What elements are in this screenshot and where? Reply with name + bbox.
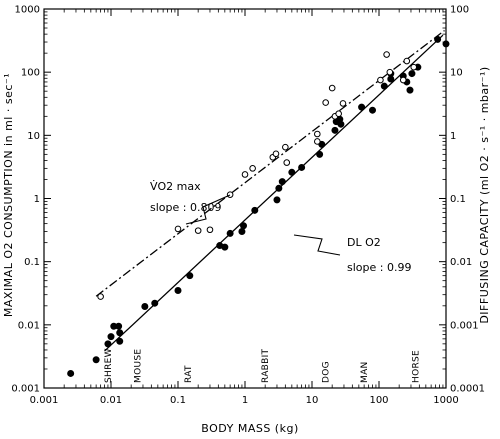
vo2max-point — [241, 171, 249, 178]
vo2max-point — [194, 227, 202, 234]
y2-tick-label: 10 — [450, 68, 463, 79]
vo2max-point — [335, 110, 342, 118]
species-label: MOUSE — [134, 349, 144, 383]
y-tick-label: 1000 — [15, 5, 40, 16]
dlo2-point — [92, 356, 100, 364]
dlo2-point — [238, 228, 246, 236]
vo2max-point — [386, 68, 394, 76]
x-tick-label: 1 — [242, 395, 248, 406]
data-points — [67, 35, 450, 377]
y-tick-label: 0.001 — [11, 384, 40, 395]
dlo2-point — [434, 35, 442, 43]
dlo2-point — [288, 168, 296, 176]
y2-tick-label: 1 — [450, 131, 456, 142]
x-tick-label: 10 — [306, 395, 319, 406]
dlo2-point — [104, 340, 112, 348]
vo2max-point — [206, 226, 214, 234]
y-tick-label: 1 — [34, 194, 40, 205]
vo2max-point — [328, 84, 336, 92]
vo2max-slope-label: slope : 0.809 — [150, 201, 221, 214]
dlo2-point — [275, 184, 283, 192]
dlo2-point — [115, 322, 123, 330]
vo2max-point — [272, 150, 280, 158]
y2-tick-label: 0.1 — [450, 194, 466, 205]
x-tick-label: 100 — [369, 395, 388, 406]
dlo2-point — [369, 106, 377, 114]
vo2max-point — [97, 293, 104, 300]
dlo2-point — [116, 337, 124, 345]
dlo2-point — [116, 329, 124, 337]
y2-tick-label: 0.0001 — [450, 384, 485, 395]
species-label: RABBIT — [261, 348, 271, 383]
species-label: SHREW — [104, 348, 114, 383]
dlo2-slope-label: slope : 0.99 — [347, 261, 411, 274]
y2-tick-label: 0.01 — [450, 257, 472, 268]
dlo2-point — [151, 299, 159, 307]
dlo2-point — [186, 272, 194, 280]
dlo2-annotation-label: DL O2 — [347, 236, 381, 249]
dlo2-point — [67, 369, 75, 377]
vo2max-point — [283, 159, 291, 166]
vo2max-point — [383, 51, 390, 58]
dlo2-leader-line — [293, 234, 341, 256]
dlo2-point — [358, 103, 366, 111]
axis-tick-labels: 0.001 0.01 0.1 1 10 100 10000.0010.010.1110100… — [11, 5, 485, 407]
y2-axis-title: DIFFUSING CAPACITY (ml O2 · s⁻¹ · mbar⁻¹… — [478, 66, 491, 323]
vo2max-point — [226, 191, 234, 198]
axis-ticks — [43, 8, 447, 389]
dlo2-point — [251, 206, 259, 214]
y2-tick-label: 100 — [450, 5, 469, 16]
dlo2-point — [174, 286, 182, 294]
vo2max-leader-line — [185, 194, 231, 225]
y-tick-label: 0.1 — [24, 257, 40, 268]
y-axis-title: MAXIMAL O2 CONSUMPTION in ml · sec⁻¹ — [2, 73, 15, 317]
x-axis-title: BODY MASS (kg) — [201, 422, 299, 435]
vo2max-point — [377, 76, 384, 84]
x-tick-label: 0.1 — [170, 395, 186, 406]
species-label: MAN — [360, 361, 370, 383]
vo2max-point — [314, 138, 321, 145]
vo2max-point — [174, 225, 182, 233]
dlo2-point — [141, 303, 149, 311]
vo2max-point — [314, 130, 321, 138]
dlo2-point — [240, 222, 248, 230]
dlo2-point — [221, 243, 229, 251]
species-label: RAT — [184, 365, 194, 383]
dlo2-point — [316, 150, 324, 158]
annotations: V̇O2 max slope : 0.809 DL O2 slope : 0.9… — [150, 180, 411, 274]
dlo2-point — [442, 40, 450, 48]
dlo2-point — [107, 333, 115, 341]
dlo2-point — [331, 126, 339, 134]
vo2max-point — [322, 99, 329, 106]
plot-frame — [43, 8, 447, 389]
vo2max-point — [410, 63, 418, 71]
x-tick-label: 1000 — [433, 395, 458, 406]
x-tick-label: 0.01 — [100, 395, 122, 406]
vo2max-point — [249, 165, 256, 172]
x-tick-label: 0.001 — [30, 395, 59, 406]
species-label: HORSE — [411, 350, 421, 383]
y2-tick-label: 0.001 — [450, 320, 479, 331]
y-tick-label: 10 — [27, 131, 40, 142]
dlo2-point — [408, 70, 416, 78]
species-label: DOG — [322, 361, 332, 383]
y-tick-label: 0.01 — [18, 320, 40, 331]
dlo2-point — [298, 163, 306, 171]
y-tick-label: 100 — [21, 68, 40, 79]
vo2max-fit-line — [95, 30, 445, 297]
dlo2-point — [226, 229, 234, 237]
species-labels: SHREW MOUSE RAT RABBIT DOG MAN HORSE — [104, 348, 422, 383]
vo2max-point — [282, 143, 289, 151]
dlo2-point — [278, 178, 286, 186]
dlo2-point — [406, 86, 414, 94]
vo2max-point — [403, 57, 411, 65]
vo2max-point — [339, 100, 347, 107]
dlo2-point — [273, 196, 281, 204]
vo2max-annotation-label: V̇O2 max — [150, 180, 201, 193]
vo2max-point — [399, 76, 407, 84]
dlo2-point — [380, 82, 388, 90]
